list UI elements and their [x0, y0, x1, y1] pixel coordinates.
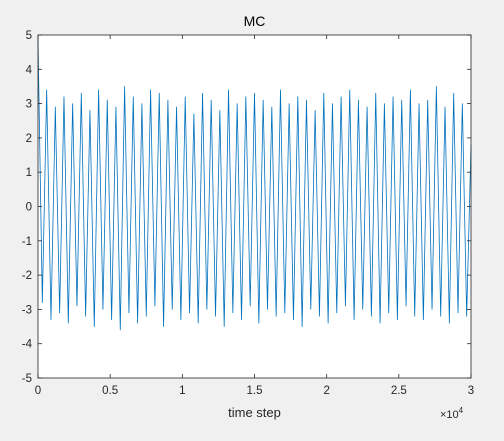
- x-tick-label: 2: [323, 385, 329, 397]
- y-tick-label: -2: [22, 270, 32, 282]
- y-tick-label: 4: [26, 64, 33, 76]
- x-tick-label: 0: [35, 385, 41, 397]
- x-tick-label: 0.5: [102, 385, 118, 397]
- x-tick-label: 2.5: [391, 385, 407, 397]
- chart-title: MC: [244, 13, 266, 29]
- x-exponent-base: ×10: [440, 409, 459, 421]
- y-tick-label: -4: [22, 339, 33, 351]
- series-line-0: [37, 38, 472, 331]
- x-axis-label: time step: [228, 405, 281, 420]
- x-tick-label: 1: [179, 385, 185, 397]
- y-tick-label: -1: [22, 236, 32, 248]
- plot-background: [38, 35, 471, 378]
- y-tick-label: -5: [22, 373, 32, 385]
- y-tick-label: 3: [26, 99, 32, 111]
- y-tick-label: -3: [22, 304, 32, 316]
- ticks-layer: 0 0.5 1 1.5 2 2.5 3 -5 -4 -3 -2 -1 0 1 2 3 4 5: [22, 30, 474, 397]
- x-tick-label: 1.5: [247, 385, 263, 397]
- y-tick-label: 1: [26, 167, 32, 179]
- x-exponent-power: 4: [459, 406, 464, 415]
- x-tick-label: 3: [468, 385, 474, 397]
- y-tick-label: 0: [26, 202, 32, 214]
- y-tick-label: 2: [26, 133, 32, 145]
- y-tick-label: 5: [26, 30, 32, 42]
- series-layer: [37, 38, 472, 331]
- x-exponent-label: ×104: [440, 406, 464, 421]
